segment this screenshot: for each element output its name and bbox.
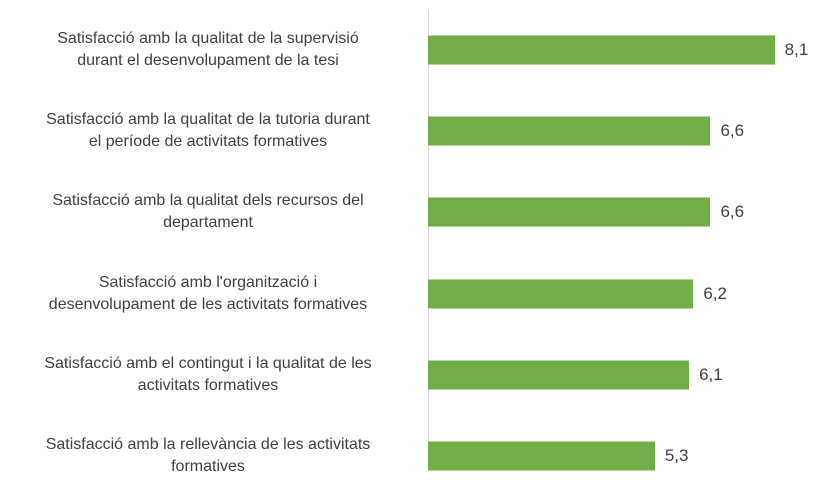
category-label: Satisfacció amb la rellevància de les ac… — [45, 436, 371, 475]
bar — [428, 441, 655, 471]
bar — [428, 360, 690, 390]
bar — [428, 35, 775, 65]
value-label: 5,3 — [664, 446, 689, 465]
category-axis — [428, 10, 429, 468]
value-label: 6,1 — [699, 364, 723, 384]
bar — [428, 116, 711, 146]
category-label: Satisfacció amb el contingut i la qualit… — [44, 354, 372, 394]
category-label: Satisfacció amb la qualitat dels recurso… — [52, 192, 364, 232]
bar — [428, 279, 694, 309]
value-label: 6,6 — [720, 121, 745, 141]
bar — [428, 197, 711, 227]
category-label: Satisfacció amb la qualitat de la tutori… — [46, 111, 370, 151]
value-label: 8,1 — [784, 40, 809, 59]
category-label: Satisfacció amb l'organització i desenvo… — [48, 273, 368, 313]
value-label: 6,6 — [720, 202, 745, 222]
value-label: 6,2 — [703, 283, 727, 303]
category-label: Satisfacció amb la qualitat de la superv… — [57, 30, 359, 69]
